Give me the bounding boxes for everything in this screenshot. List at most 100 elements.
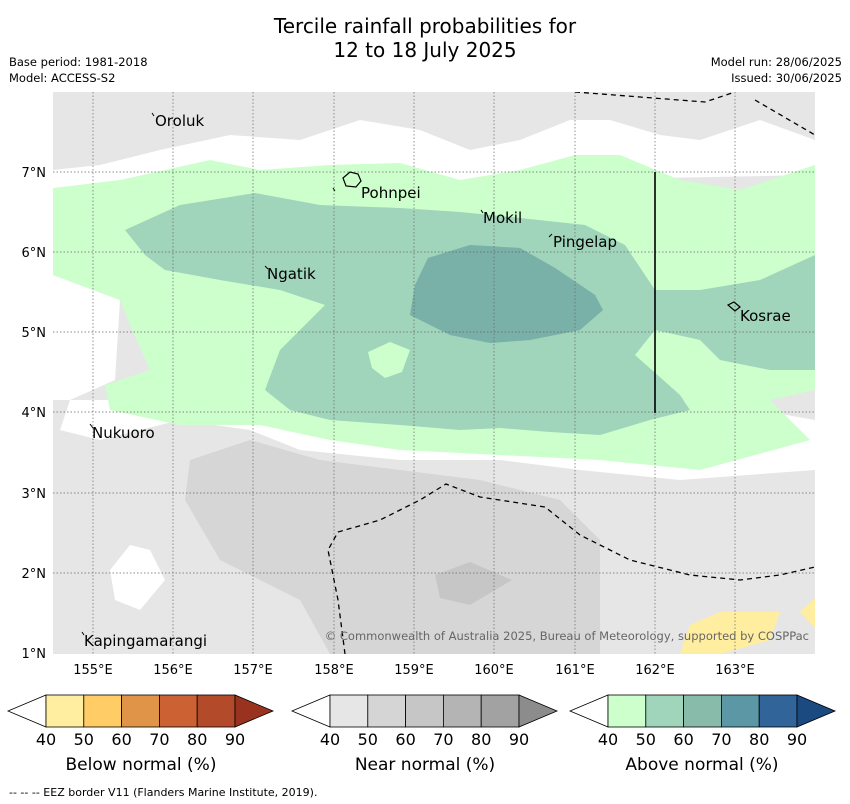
colorbar-tick-label: 50	[636, 730, 656, 749]
colorbar-tick-label: 90	[225, 730, 245, 749]
colorbar-tick-label: 50	[358, 730, 378, 749]
colorbar-tick-label: 50	[74, 730, 94, 749]
copyright-notice: © Commonwealth of Australia 2025, Bureau…	[325, 629, 809, 643]
lon-tick-label: 157°E	[233, 663, 273, 678]
model-name: Model: ACCESS-S2	[9, 71, 116, 85]
title-line-2: 12 to 18 July 2025	[333, 38, 517, 62]
colorbar-segment	[83, 694, 123, 728]
colorbar-tick-label: 80	[187, 730, 207, 749]
near-normal-50-region	[185, 440, 600, 654]
colorbar-tick-label: 80	[471, 730, 491, 749]
above-normal-colorbar: 40 50 60 70 80 90	[568, 694, 837, 749]
colorbar-tick-label: 80	[749, 730, 769, 749]
kapingamarangi-atoll	[81, 631, 85, 636]
lon-tick-label: 163°E	[715, 663, 755, 678]
lat-tick-label: 6°N	[22, 246, 47, 261]
lat-axis-labels: 1°N 2°N 3°N 4°N 5°N 6°N 7°N	[22, 166, 47, 662]
colorbar-tick-label: 70	[433, 730, 453, 749]
colorbar-tick-label: 90	[509, 730, 529, 749]
colorbar-segment	[758, 694, 798, 728]
lon-tick-label: 162°E	[635, 663, 675, 678]
meta-left: Base period: 1981-2018 Model: ACCESS-S2	[9, 54, 148, 86]
pingelap-atoll	[548, 233, 553, 238]
base-period: Base period: 1981-2018	[9, 55, 148, 69]
colorbar-extend-high	[234, 694, 275, 728]
pohnpei-island	[342, 171, 362, 188]
low-probability-patch-west	[110, 545, 165, 610]
colorbar-tick-label: 60	[395, 730, 415, 749]
below-normal-40-patch	[680, 612, 780, 654]
place-labels: Oroluk Pohnpei Mokil Pingelap Ngatik Kos…	[84, 112, 791, 650]
colorbar-extend-high	[518, 694, 559, 728]
legend-colorbars: 40 50 60 70 80 90 40 50 60 70 80 90 40 50 60 70 80 90	[6, 694, 837, 749]
place-label: Pingelap	[553, 233, 617, 251]
ngatik-atoll	[264, 265, 269, 270]
title-line-1: Tercile rainfall probabilities for	[273, 14, 577, 38]
near-normal-label: Near normal (%)	[354, 755, 496, 775]
colorbar-extend-low	[6, 694, 47, 728]
colorbar-tick-label: 40	[36, 730, 56, 749]
colorbar-extend-low	[290, 694, 331, 728]
place-label: Kapingamarangi	[84, 632, 207, 650]
issued-date: Issued: 30/06/2025	[731, 71, 842, 85]
colorbar-tick-label: 60	[673, 730, 693, 749]
colorbar-segment	[683, 694, 722, 728]
place-label: Ngatik	[267, 265, 316, 283]
colorbar-tick-label: 90	[787, 730, 807, 749]
below-normal-40-patch-east	[800, 598, 815, 628]
colorbar-tick-label: 60	[111, 730, 131, 749]
meta-right: Model run: 28/06/2025 Issued: 30/06/2025	[711, 54, 842, 86]
oroluk-atoll	[151, 112, 155, 117]
colorbar-segment	[442, 694, 482, 728]
ant-atoll	[332, 187, 336, 192]
colorbar-tick-label: 40	[598, 730, 618, 749]
colorbar-segment	[721, 694, 760, 728]
below-normal-colorbar: 40 50 60 70 80 90	[6, 694, 275, 749]
colorbar-tick-label: 70	[149, 730, 169, 749]
eez-footnote: -- -- -- EEZ border V11 (Flanders Marine…	[9, 786, 318, 799]
map-area	[53, 92, 815, 654]
colorbar-segment	[45, 694, 85, 728]
near-normal-colorbar: 40 50 60 70 80 90	[290, 694, 559, 749]
lon-tick-label: 161°E	[555, 663, 595, 678]
colorbar-tick-label: 70	[711, 730, 731, 749]
kosrae-island	[726, 301, 741, 312]
colorbar-segment	[607, 694, 647, 728]
place-label: Mokil	[483, 209, 522, 227]
mokil-atoll	[480, 209, 484, 214]
lon-tick-label: 158°E	[314, 663, 354, 678]
place-label: Oroluk	[155, 112, 204, 130]
lon-tick-label: 159°E	[394, 663, 434, 678]
graticule	[53, 92, 815, 654]
eez-border	[327, 92, 815, 654]
place-label: Pohnpei	[361, 184, 421, 202]
colorbar-segment	[196, 694, 236, 728]
colorbar-segment	[367, 694, 406, 728]
colorbar-tick-label: 40	[320, 730, 340, 749]
colorbar-segment	[158, 694, 198, 728]
above-normal-40-patch	[368, 342, 410, 378]
lon-tick-label: 160°E	[474, 663, 514, 678]
colorbar-segment	[480, 694, 520, 728]
place-label: Nukuoro	[92, 424, 155, 442]
lon-axis-labels: 155°E 156°E 157°E 158°E 159°E 160°E 161°…	[73, 663, 755, 678]
colorbar-extend-low	[568, 694, 609, 728]
colorbar-segment	[121, 694, 160, 728]
lon-tick-label: 156°E	[153, 663, 193, 678]
nukuoro-atoll	[89, 423, 94, 429]
above-normal-label: Above normal (%)	[625, 755, 779, 775]
model-run: Model run: 28/06/2025	[710, 55, 842, 69]
near-normal-60-patch	[435, 562, 512, 605]
colorbar-segment	[645, 694, 684, 728]
lat-tick-label: 1°N	[22, 647, 47, 662]
colorbar-extend-high	[796, 694, 837, 728]
lon-tick-label: 155°E	[73, 663, 113, 678]
lat-tick-label: 4°N	[22, 406, 47, 421]
lat-tick-label: 3°N	[22, 487, 47, 502]
colorbar-segment	[329, 694, 369, 728]
lat-tick-label: 7°N	[22, 166, 47, 181]
lat-tick-label: 5°N	[22, 326, 47, 341]
above-normal-60-region-shade	[410, 245, 603, 343]
map-title: Tercile rainfall probabilities for 12 to…	[0, 14, 850, 62]
